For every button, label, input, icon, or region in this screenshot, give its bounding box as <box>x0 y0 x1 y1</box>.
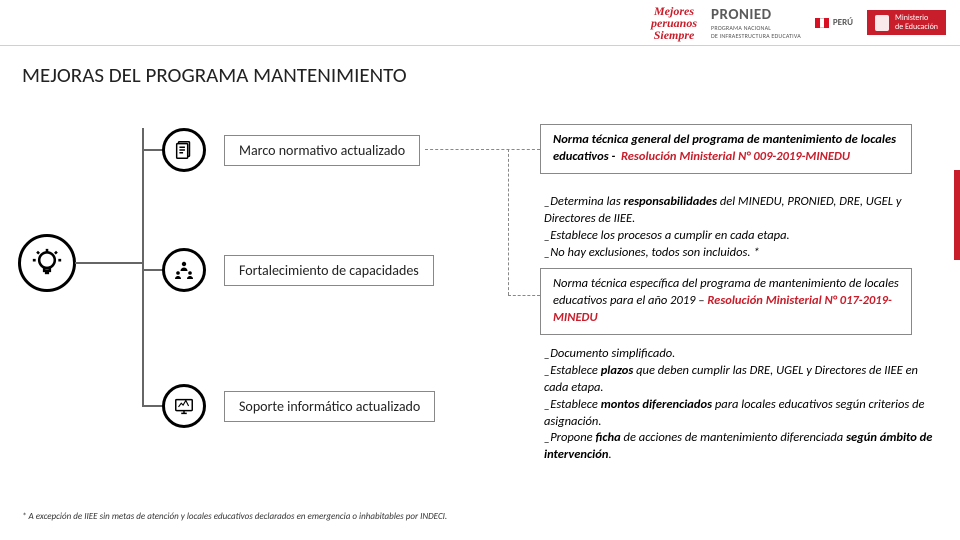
flag-icon <box>815 18 829 28</box>
monitor-icon <box>162 384 206 428</box>
main-vertical-line <box>142 128 144 406</box>
dash-to-box1 <box>425 149 540 150</box>
node2-label: Fortalecimiento de capacidades <box>224 255 434 286</box>
box1-line1a: Norma técnica general del programa de <box>553 132 760 147</box>
node-fortalecimiento: Fortalecimiento de capacidades <box>162 248 434 292</box>
pronied-subtext: PROGRAMA NACIONALDE INFRAESTRUCTURA EDUC… <box>711 24 801 40</box>
b2-bullet1: _Documento simplificado. <box>544 346 940 363</box>
pronied-text: PRONIED <box>711 6 772 24</box>
node-marco-normativo: Marco normativo actualizado <box>162 128 420 172</box>
slogan-logo: MejoresperuanosSiempre <box>651 5 697 41</box>
escudo-icon <box>875 15 889 31</box>
red-stripe <box>954 170 960 260</box>
hub-connector <box>75 262 142 264</box>
footnote: * A excepción de IIEE sin metas de atenc… <box>22 511 447 522</box>
bullet1: _Determina las responsabilidades del MIN… <box>544 194 924 228</box>
node1-label: Marco normativo actualizado <box>224 135 420 166</box>
people-icon <box>162 248 206 292</box>
peru-logo: PERÚ <box>815 17 853 28</box>
bullet2: _Establece los procesos a cumplir en cad… <box>544 228 924 245</box>
dash-to-box2 <box>508 295 540 296</box>
peru-text: PERÚ <box>833 17 853 28</box>
header: MejoresperuanosSiempre PRONIED PROGRAMA … <box>0 0 960 46</box>
slogan-text: MejoresperuanosSiempre <box>651 5 697 41</box>
b2-bullet2: _Establece plazos que deben cumplir las … <box>544 363 940 397</box>
node-soporte: Soporte informático actualizado <box>162 384 435 428</box>
node2-connector <box>142 269 164 271</box>
page-title: MEJORAS DEL PROGRAMA MANTENIMIENTO <box>22 62 407 88</box>
bullet3: _No hay exclusiones, todos son incluidos… <box>544 245 924 262</box>
bullets-norma-general: _Determina las responsabilidades del MIN… <box>544 194 924 262</box>
node1-connector <box>142 149 164 151</box>
box1-resolution: Resolución Ministerial N° 009-2019-MINED… <box>621 149 850 164</box>
b2-bullet4: _Propone ficha de acciones de mantenimie… <box>544 430 940 464</box>
norma-especifica-box: Norma técnica específica del programa de… <box>540 268 912 335</box>
minedu-text: Ministeriode Educación <box>895 14 938 32</box>
node3-connector <box>142 405 164 407</box>
document-icon <box>162 128 206 172</box>
node3-label: Soporte informático actualizado <box>224 391 435 422</box>
lightbulb-icon <box>18 234 76 292</box>
norma-general-box: Norma técnica general del programa de ma… <box>540 124 912 174</box>
bullets-norma-especifica: _Documento simplificado. _Establece plaz… <box>544 346 940 464</box>
minedu-logo: Ministeriode Educación <box>867 10 946 36</box>
pronied-logo: PRONIED PROGRAMA NACIONALDE INFRAESTRUCT… <box>711 6 801 40</box>
b2-bullet3: _Establece montos diferenciados para loc… <box>544 397 940 431</box>
dash-vertical <box>508 149 509 295</box>
